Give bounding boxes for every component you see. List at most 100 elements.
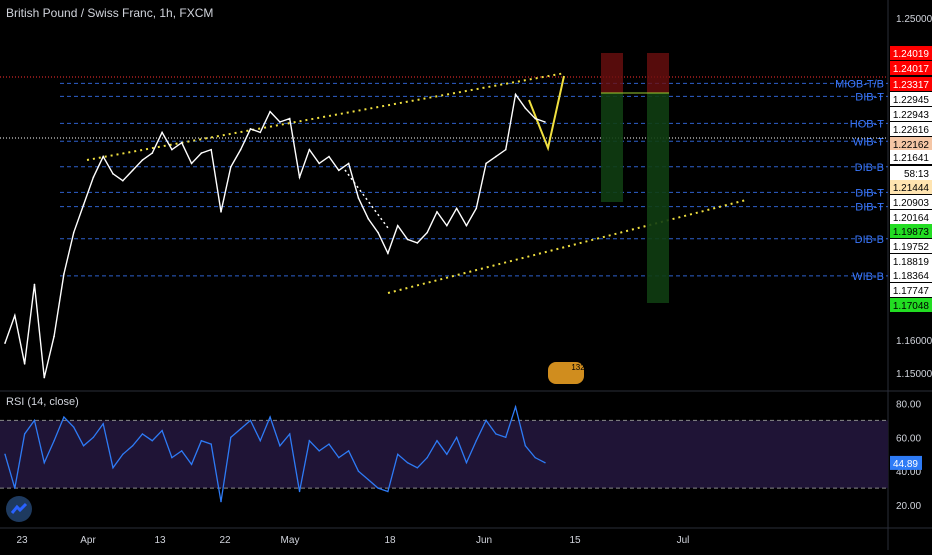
rsi-point-28 (279, 445, 281, 447)
level-label-7: DIB-B (855, 234, 884, 246)
price-point-25 (249, 128, 252, 130)
price-point-19 (190, 162, 193, 165)
price-tag-5: 1.22616 (893, 125, 930, 136)
price-tag-9: 1.21444 (893, 183, 930, 194)
rsi-point-32 (318, 450, 320, 452)
price-tag-13: 1.19752 (893, 242, 930, 253)
price-tag-bg-16 (890, 283, 932, 297)
price-tag-bg-4 (890, 107, 932, 121)
x-tick-8: Jul (677, 535, 690, 546)
rsi-point-18 (181, 450, 183, 452)
rsi-point-54 (534, 456, 536, 459)
price-tag-bg-3 (890, 92, 932, 106)
price-point-45 (446, 224, 448, 227)
rsi-point-45 (446, 453, 448, 455)
rsi-point-19 (190, 463, 193, 466)
price-tag-bg-7 (890, 150, 932, 164)
price-point-4 (43, 376, 46, 379)
price-tag-bg-5 (890, 122, 932, 136)
rsi-point-53 (524, 445, 527, 447)
ideas-badge-bg (548, 362, 584, 384)
price-point-10 (102, 155, 104, 158)
rsi-point-22 (220, 500, 222, 503)
rsi-point-36 (357, 470, 360, 472)
price-point-55 (544, 121, 546, 123)
rsi-point-21 (210, 443, 212, 445)
rsi-point-52 (514, 406, 517, 408)
price-point-48 (475, 207, 478, 210)
price-point-24 (239, 148, 242, 151)
price-point-38 (377, 231, 379, 234)
x-tick-2: 13 (154, 535, 166, 546)
price-tag-2: 1.23317 (893, 80, 930, 91)
rsi-point-8 (82, 445, 85, 447)
price-point-23 (230, 166, 232, 168)
price-tag-7: 1.21641 (893, 153, 930, 164)
price-tag-bg-17 (890, 298, 932, 312)
price-point-37 (367, 217, 370, 220)
stop-zone-2 (647, 53, 669, 93)
lower-trendline (387, 199, 747, 294)
y-tick-0: 1.25000 (896, 14, 932, 25)
rsi-point-47 (465, 462, 468, 464)
level-label-0: MIOB-T/B (835, 78, 884, 90)
price-point-34 (338, 169, 340, 172)
price-point-16 (161, 131, 163, 134)
projection-path (528, 75, 565, 152)
price-point-41 (406, 238, 409, 241)
price-point-14 (141, 159, 144, 161)
price-point-7 (72, 231, 75, 234)
price-point-54 (534, 117, 536, 120)
rsi-point-41 (406, 462, 409, 464)
rsi-point-7 (73, 426, 75, 428)
price-tag-bg-6 (890, 137, 932, 151)
price-tag-bg-13 (890, 239, 932, 253)
price-point-13 (131, 169, 134, 172)
price-point-47 (465, 224, 468, 227)
rsi-point-46 (455, 436, 458, 439)
price-point-46 (455, 207, 458, 210)
rsi-last-value: 44.89 (893, 459, 918, 470)
rsi-point-5 (53, 440, 55, 442)
price-point-30 (298, 176, 301, 179)
target-zone-2 (647, 93, 669, 303)
price-point-28 (279, 121, 281, 123)
price-point-26 (259, 131, 262, 134)
rsi-point-34 (338, 456, 340, 459)
price-tag-bg-2 (890, 77, 932, 91)
y-tick-1: 1.16000 (896, 336, 932, 347)
price-tag-bg-11 (890, 210, 932, 224)
rsi-point-6 (63, 416, 65, 418)
rsi-point-0 (4, 453, 6, 455)
level-label-5: DIB-T (855, 187, 884, 199)
rsi-point-38 (377, 487, 379, 489)
price-tag-12: 1.19873 (893, 227, 930, 238)
price-point-35 (347, 162, 350, 165)
price-series-line (4, 92, 546, 378)
rsi-point-16 (161, 429, 163, 432)
rsi-series-line (4, 404, 546, 502)
level-label-1: DIB-T (855, 91, 884, 103)
level-label-4: DIB-B (855, 162, 884, 174)
rsi-point-31 (308, 440, 311, 442)
rsi-y-tick-1: 60.00 (896, 433, 921, 444)
rsi-y-tick-0: 80.00 (896, 399, 921, 410)
ideas-badge-count: 132 (571, 363, 585, 372)
price-tag-11: 1.20164 (893, 213, 930, 224)
level-label-3: WIB-T (853, 136, 884, 148)
price-point-29 (288, 117, 291, 120)
tradingview-logo[interactable] (6, 496, 32, 522)
upper-trendline (86, 72, 566, 161)
price-point-22 (220, 211, 222, 213)
rsi-point-27 (269, 416, 271, 418)
rsi-point-33 (328, 443, 330, 445)
price-point-8 (82, 204, 85, 206)
rsi-point-26 (259, 440, 261, 442)
price-point-1 (14, 314, 16, 317)
price-tag-15: 1.18364 (893, 271, 930, 282)
rsi-point-50 (495, 433, 497, 435)
rsi-point-17 (171, 456, 173, 459)
price-tag-10: 1.20903 (893, 198, 930, 209)
price-point-5 (53, 335, 55, 337)
